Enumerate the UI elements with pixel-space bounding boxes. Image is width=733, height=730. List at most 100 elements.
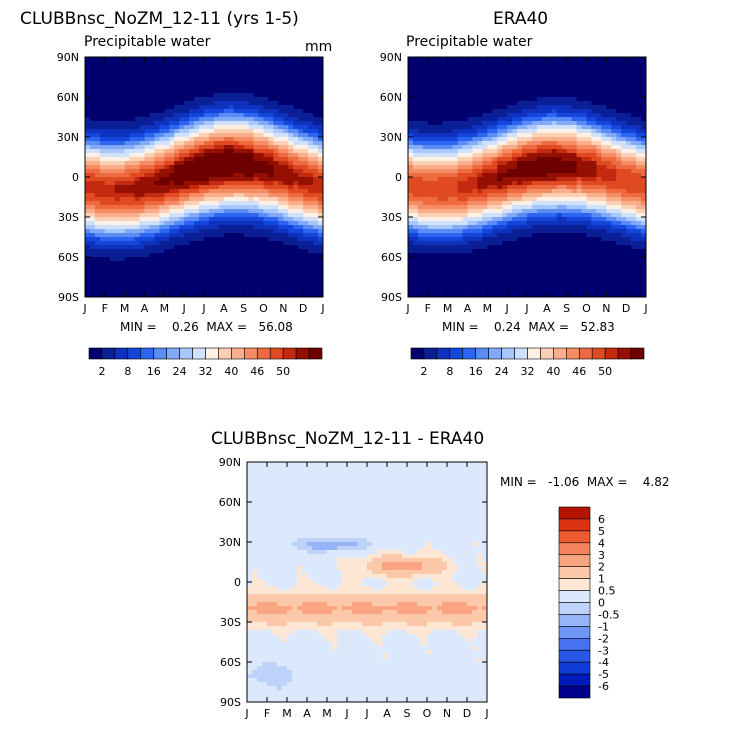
- panel2-field: [408, 57, 646, 297]
- panel2-cell: [482, 85, 488, 90]
- panel1-cell: [293, 149, 299, 154]
- panel2-cell: [472, 257, 479, 262]
- panel1-cell: [283, 73, 289, 78]
- panel1-cell: [293, 101, 299, 106]
- panel2-cell: [417, 293, 424, 297]
- panel1-cell: [273, 117, 279, 122]
- panel2-cell: [551, 77, 558, 82]
- panel2-cell: [427, 133, 434, 138]
- panel2-cell: [467, 153, 474, 158]
- panel1-cell: [169, 205, 175, 210]
- panel1-cell: [154, 85, 160, 90]
- panel2-cell: [422, 141, 429, 146]
- panel2-cell: [477, 277, 483, 282]
- panel2-cell: [536, 73, 543, 78]
- panel2-cell: [527, 185, 533, 190]
- panel1-cell: [124, 121, 131, 126]
- panel1-cell: [278, 125, 284, 130]
- panel2-cell: [422, 125, 429, 130]
- panel2-cell: [482, 105, 488, 110]
- panel2-cell: [571, 125, 578, 130]
- panel2-cell: [457, 81, 464, 86]
- panel2-cell: [492, 81, 498, 86]
- panel2-cell: [417, 249, 424, 254]
- panel2-cell: [531, 257, 538, 262]
- panel1-cell: [99, 257, 106, 262]
- panel2-cell: [566, 165, 573, 170]
- panel1-cell: [94, 265, 101, 270]
- panel1-cell: [233, 277, 240, 282]
- panel1-cell: [223, 285, 230, 290]
- panel1-cell: [204, 61, 210, 66]
- panel2-cell: [551, 129, 558, 134]
- panel1-cell: [278, 101, 284, 106]
- panel1-cell: [104, 77, 111, 82]
- panel1-cell: [104, 229, 111, 234]
- panel2-cell: [497, 97, 503, 102]
- panel1-cell: [104, 261, 111, 266]
- panel2-cell: [536, 101, 543, 106]
- panel2-cell: [546, 249, 553, 254]
- panel2-cell: [517, 273, 523, 278]
- panel1-cell: [134, 265, 141, 270]
- panel1-cell: [263, 57, 270, 62]
- panel1-cell: [233, 233, 240, 238]
- panel2-cell: [477, 81, 483, 86]
- panel1-cell: [164, 237, 170, 242]
- panel2-cell: [452, 269, 459, 274]
- panel1-cell: [199, 65, 205, 70]
- panel1-cell: [109, 237, 116, 242]
- panel1-cell: [85, 213, 91, 218]
- panel2-cell: [507, 221, 513, 226]
- panel1-cell: [248, 253, 255, 258]
- panel1-cell: [223, 89, 230, 94]
- panel1-cell: [184, 133, 190, 138]
- panel1-cell: [213, 289, 220, 294]
- panel1-cell: [199, 169, 205, 174]
- panel1-cell: [129, 133, 136, 138]
- panel2-cell: [512, 113, 518, 118]
- panel1-cell: [218, 177, 225, 182]
- panel2-cell: [417, 125, 424, 130]
- panel2-cell: [422, 249, 429, 254]
- panel1-cell: [278, 257, 284, 262]
- panel2-cell: [566, 293, 573, 297]
- panel1-cell: [278, 281, 284, 286]
- panel1-cell: [189, 189, 195, 194]
- panel1-cell: [248, 161, 255, 166]
- panel1-cell: [154, 233, 160, 238]
- panel1-cell: [298, 277, 304, 282]
- panel1-cell: [248, 149, 255, 154]
- panel2-cell: [482, 145, 488, 150]
- panel1-cell: [268, 137, 275, 142]
- panel2-cell: [492, 173, 498, 178]
- panel1-cell: [278, 117, 284, 122]
- panel2-cell: [561, 193, 568, 198]
- panel1-cell: [318, 233, 323, 238]
- panel1-cell: [89, 85, 96, 90]
- panel1-cell: [288, 213, 294, 218]
- panel1-cell: [104, 145, 111, 150]
- panel2-cell: [556, 125, 563, 130]
- panel2-cell: [472, 141, 479, 146]
- panel2-cell: [427, 161, 434, 166]
- panel1-cell: [263, 101, 270, 106]
- panel1-cell: [233, 201, 240, 206]
- panel2-cell: [566, 189, 573, 194]
- panel1-cell: [218, 161, 225, 166]
- panel2-cell: [497, 257, 503, 262]
- panel2-cell: [472, 69, 479, 74]
- panel1-cell: [273, 241, 279, 246]
- panel2-cell: [412, 221, 419, 226]
- panel2-cell: [546, 157, 553, 162]
- panel1-cell: [94, 213, 101, 218]
- panel1-cell: [218, 209, 225, 214]
- panel1-cell: [159, 229, 165, 234]
- panel1-cell: [253, 189, 260, 194]
- panel1-cell: [124, 101, 131, 106]
- panel2-cell: [417, 193, 424, 198]
- panel1-cell: [189, 109, 195, 114]
- panel2-cell: [422, 205, 429, 210]
- panel2-cell: [427, 65, 434, 70]
- panel2-cell: [512, 109, 518, 114]
